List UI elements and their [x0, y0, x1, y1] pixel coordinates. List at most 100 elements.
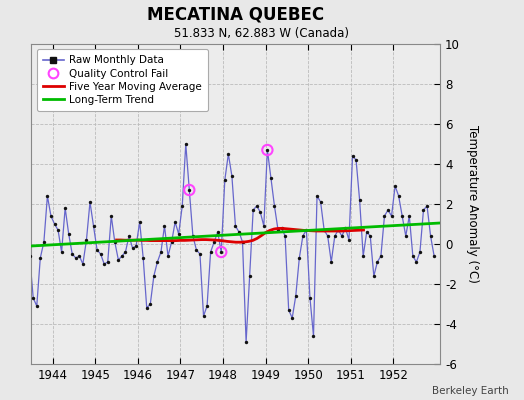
- Point: [36, 255, 45, 261]
- Point: [313, 193, 321, 199]
- Point: [359, 253, 367, 259]
- Point: [43, 193, 51, 199]
- Point: [68, 251, 77, 257]
- Point: [259, 223, 268, 229]
- Point: [146, 301, 155, 307]
- Point: [160, 223, 169, 229]
- Point: [323, 233, 332, 239]
- Point: [291, 293, 300, 299]
- Point: [412, 259, 421, 265]
- Point: [267, 175, 275, 181]
- Y-axis label: Temperature Anomaly (°C): Temperature Anomaly (°C): [466, 125, 479, 283]
- Point: [221, 177, 229, 183]
- Point: [128, 245, 137, 251]
- Point: [263, 147, 271, 153]
- Point: [253, 203, 261, 209]
- Point: [189, 233, 197, 239]
- Point: [217, 249, 225, 255]
- Point: [427, 233, 435, 239]
- Point: [430, 253, 438, 259]
- Point: [153, 259, 161, 265]
- Point: [58, 249, 66, 255]
- Point: [61, 205, 69, 211]
- Point: [96, 251, 105, 257]
- Point: [409, 253, 417, 259]
- Point: [316, 199, 325, 205]
- Point: [12, 245, 20, 251]
- Point: [203, 303, 211, 309]
- Point: [395, 193, 403, 199]
- Point: [391, 183, 399, 189]
- Point: [384, 207, 392, 213]
- Point: [86, 199, 94, 205]
- Point: [206, 249, 215, 255]
- Point: [157, 249, 165, 255]
- Point: [47, 213, 55, 219]
- Point: [125, 233, 133, 239]
- Point: [75, 253, 83, 259]
- Point: [320, 227, 329, 233]
- Point: [54, 227, 62, 233]
- Point: [111, 239, 119, 245]
- Point: [82, 237, 91, 243]
- Point: [352, 157, 361, 163]
- Point: [419, 207, 428, 213]
- Point: [32, 303, 41, 309]
- Point: [171, 219, 179, 225]
- Point: [256, 209, 265, 215]
- Point: [121, 249, 129, 255]
- Point: [277, 225, 286, 231]
- Point: [132, 243, 140, 249]
- Point: [263, 147, 271, 153]
- Point: [79, 261, 87, 267]
- Point: [341, 225, 350, 231]
- Point: [18, 209, 27, 215]
- Point: [136, 219, 144, 225]
- Point: [139, 255, 147, 261]
- Point: [345, 237, 353, 243]
- Point: [380, 213, 389, 219]
- Point: [178, 203, 187, 209]
- Point: [327, 259, 335, 265]
- Point: [164, 253, 172, 259]
- Point: [416, 249, 424, 255]
- Point: [309, 333, 318, 339]
- Point: [64, 231, 73, 237]
- Point: [401, 233, 410, 239]
- Point: [107, 213, 115, 219]
- Point: [150, 273, 158, 279]
- Point: [185, 187, 193, 193]
- Point: [423, 203, 431, 209]
- Point: [196, 251, 204, 257]
- Point: [185, 187, 193, 193]
- Point: [288, 315, 297, 321]
- Point: [285, 307, 293, 313]
- Point: [192, 247, 201, 253]
- Point: [299, 233, 307, 239]
- Point: [143, 305, 151, 311]
- Point: [245, 273, 254, 279]
- Point: [270, 203, 279, 209]
- Point: [302, 227, 311, 233]
- Point: [22, 239, 30, 245]
- Point: [118, 253, 126, 259]
- Point: [26, 253, 34, 259]
- Text: Berkeley Earth: Berkeley Earth: [432, 386, 508, 396]
- Point: [295, 255, 303, 261]
- Point: [242, 339, 250, 345]
- Point: [363, 229, 371, 235]
- Point: [217, 249, 225, 255]
- Point: [8, 231, 16, 237]
- Point: [281, 233, 289, 239]
- Point: [231, 223, 239, 229]
- Point: [249, 207, 257, 213]
- Point: [398, 213, 407, 219]
- Point: [72, 255, 80, 261]
- Point: [15, 215, 23, 221]
- Point: [387, 213, 396, 219]
- Point: [373, 259, 381, 265]
- Point: [182, 141, 190, 147]
- Point: [235, 229, 243, 235]
- Point: [366, 233, 375, 239]
- Point: [50, 221, 59, 227]
